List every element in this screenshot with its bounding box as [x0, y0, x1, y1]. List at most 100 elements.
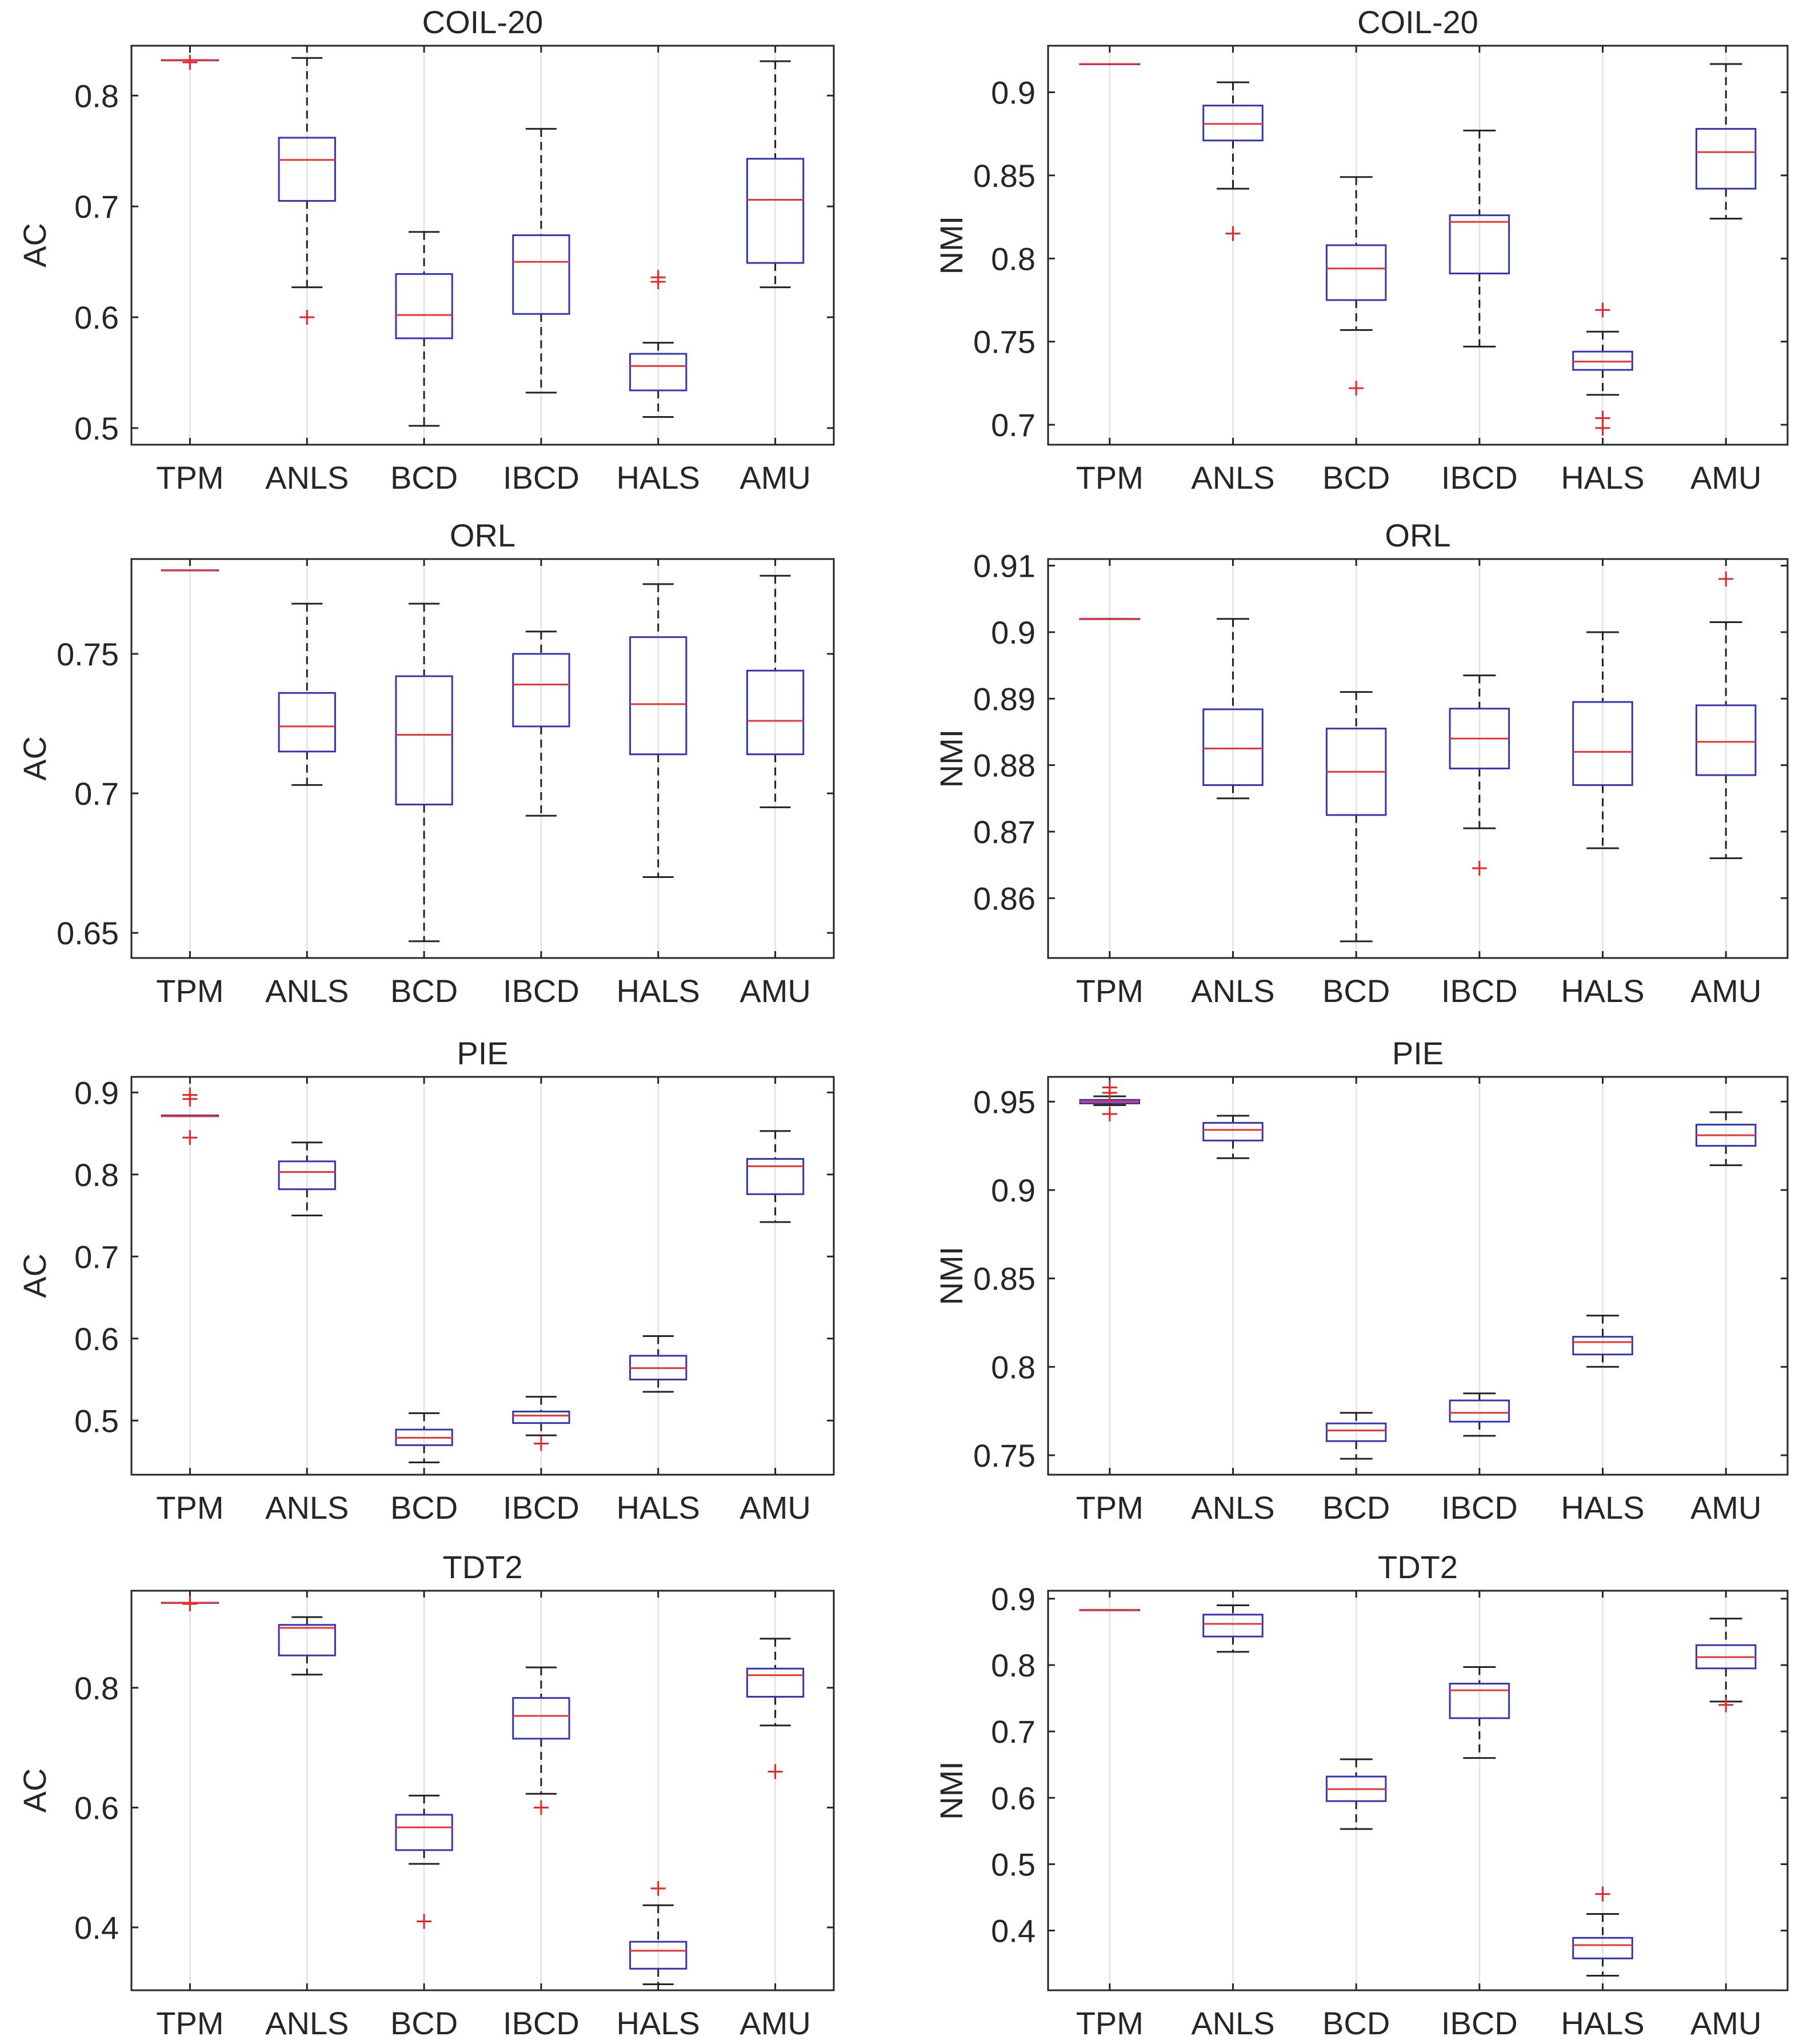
- chart-6-ylabel: AC: [17, 1768, 53, 1813]
- chart-2-xtick-label-anls: ANLS: [265, 973, 349, 1009]
- chart-5-ytick-label: 0.85: [973, 1261, 1036, 1297]
- chart-5-ytick-label: 0.8: [991, 1349, 1036, 1385]
- chart-0-box-tpm: [161, 55, 219, 70]
- iqr-box: [278, 692, 336, 753]
- chart-5-box-amu: [1695, 1111, 1757, 1167]
- iqr-box: [746, 1158, 805, 1195]
- chart-1-ytick-label: 0.75: [973, 324, 1036, 360]
- chart-7-title: TDT2: [1378, 1549, 1458, 1585]
- chart-6-box-ibcd: [512, 1666, 570, 1815]
- chart-0-box-ibcd: [512, 127, 570, 394]
- chart-6-title: TDT2: [443, 1549, 523, 1585]
- chart-1-box-ibcd: [1449, 129, 1510, 348]
- chart-5-box-tpm: [1079, 1080, 1141, 1121]
- chart-3-ylabel: NMI: [933, 729, 969, 788]
- iqr-box: [1202, 1614, 1264, 1638]
- chart-3-xtick-label-anls: ANLS: [1191, 973, 1274, 1009]
- chart-0-title: COIL-20: [422, 4, 543, 40]
- chart-4-box-tpm: [161, 1087, 219, 1145]
- outlier-marker: [1595, 1886, 1610, 1902]
- iqr-box: [512, 653, 570, 728]
- chart-7-box-hals: [1572, 1886, 1633, 1977]
- chart-4-ytick-label: 0.6: [74, 1321, 119, 1357]
- chart-7-ytick-label: 0.6: [991, 1780, 1036, 1816]
- chart-4-axes-frame: [130, 1076, 835, 1476]
- chart-3-ytick-label: 0.86: [973, 880, 1036, 916]
- chart-0-axes-frame: [130, 45, 835, 446]
- chart-2-xtick-label-hals: HALS: [617, 973, 700, 1009]
- chart-7-xtick-label-amu: AMU: [1690, 2005, 1761, 2041]
- chart-3-ytick-label: 0.91: [973, 548, 1036, 584]
- chart-3-box-bcd: [1325, 691, 1387, 943]
- chart-4-box-anls: [278, 1141, 336, 1217]
- iqr-box: [1572, 1937, 1633, 1959]
- chart-3-xtick-label-hals: HALS: [1561, 973, 1644, 1009]
- chart-7-xtick-label-anls: ANLS: [1191, 2005, 1274, 2041]
- outlier-marker: [1102, 1106, 1117, 1121]
- chart-5-xtick-label-amu: AMU: [1690, 1490, 1761, 1526]
- iqr-box: [1695, 127, 1757, 190]
- chart-5-xtick-label-ibcd: IBCD: [1441, 1490, 1518, 1526]
- chart-4-panel: 0.5 0.6 0.7 0.8 0.9 TPM ANLS BCD IBCD HALS AMU PIE A…: [17, 1035, 835, 1526]
- iqr-box: [1695, 704, 1757, 776]
- chart-0-xtick-label-tpm: TPM: [156, 460, 223, 496]
- chart-1-box-bcd: [1325, 176, 1387, 396]
- chart-1-axes-frame: [1047, 45, 1789, 446]
- chart-6-ytick-label: 0.4: [74, 1910, 119, 1946]
- chart-6-xtick-label-bcd: BCD: [390, 2005, 458, 2041]
- chart-2-axes-frame: [130, 558, 835, 959]
- chart-3-box-tpm: [1079, 618, 1141, 620]
- chart-0-box-amu: [746, 60, 805, 289]
- chart-4-box-amu: [746, 1130, 805, 1223]
- chart-6-ytick-label: 0.6: [74, 1790, 119, 1826]
- chart-3-xtick-label-ibcd: IBCD: [1441, 973, 1518, 1009]
- chart-5-xtick-label-tpm: TPM: [1076, 1490, 1144, 1526]
- chart-4-xtick-label-amu: AMU: [739, 1490, 810, 1526]
- chart-2-box-hals: [629, 583, 687, 878]
- chart-5-ytick-label: 0.95: [973, 1084, 1036, 1120]
- chart-5-ytick-label: 0.9: [991, 1172, 1036, 1208]
- chart-0-box-anls: [278, 57, 336, 325]
- iqr-box: [278, 137, 336, 202]
- chart-3-ytick-label: 0.88: [973, 748, 1036, 784]
- iqr-box: [746, 158, 805, 264]
- chart-1-xtick-label-anls: ANLS: [1191, 460, 1274, 496]
- chart-1-xtick-label-tpm: TPM: [1076, 460, 1144, 496]
- iqr-box: [1449, 1399, 1510, 1423]
- chart-7-xtick-label-bcd: BCD: [1322, 2005, 1390, 2041]
- chart-0-box-bcd: [395, 231, 453, 427]
- outlier-marker: [1349, 381, 1364, 396]
- chart-5-panel: 0.75 0.8 0.85 0.9 0.95 TPM ANLS BCD IBCD HALS AMU P…: [933, 1035, 1789, 1526]
- outlier-marker: [1102, 1080, 1117, 1095]
- outlier-marker: [1718, 1697, 1734, 1712]
- chart-4-box-bcd: [395, 1412, 453, 1463]
- iqr-box: [1202, 708, 1264, 787]
- chart-2-xtick-label-amu: AMU: [739, 973, 810, 1009]
- chart-1-xtick-label-hals: HALS: [1561, 460, 1644, 496]
- iqr-box: [512, 234, 570, 315]
- iqr-box: [395, 273, 453, 340]
- chart-1-xtick-label-ibcd: IBCD: [1441, 460, 1518, 496]
- chart-2-box-ibcd: [512, 630, 570, 817]
- chart-7-xtick-label-tpm: TPM: [1076, 2005, 1144, 2041]
- chart-0-ytick-label: 0.8: [74, 78, 119, 114]
- chart-0-xtick-label-hals: HALS: [617, 460, 700, 496]
- chart-3-xtick-label-tpm: TPM: [1076, 973, 1144, 1009]
- chart-6-ytick-label: 0.8: [74, 1670, 119, 1706]
- chart-7-panel: 0.4 0.5 0.6 0.7 0.8 0.9 TPM ANLS BCD IBCD HALS AMU T…: [933, 1549, 1789, 2041]
- outlier-marker: [533, 1436, 549, 1451]
- outlier-marker: [1595, 302, 1610, 318]
- chart-7-box-amu: [1695, 1618, 1757, 1712]
- chart-6-box-tpm: [161, 1596, 219, 1612]
- chart-5-xtick-label-anls: ANLS: [1191, 1490, 1274, 1526]
- outlier-marker: [650, 270, 666, 285]
- chart-1-ytick-label: 0.8: [991, 241, 1036, 277]
- chart-5-box-ibcd: [1449, 1392, 1510, 1437]
- chart-6-box-anls: [278, 1616, 336, 1676]
- chart-4-ytick-label: 0.7: [74, 1239, 119, 1275]
- chart-4-xtick-label-bcd: BCD: [390, 1490, 458, 1526]
- chart-0-xtick-label-ibcd: IBCD: [503, 460, 579, 496]
- chart-2-title: ORL: [450, 517, 515, 553]
- chart-1-xtick-label-amu: AMU: [1690, 460, 1761, 496]
- chart-1-xtick-label-bcd: BCD: [1322, 460, 1390, 496]
